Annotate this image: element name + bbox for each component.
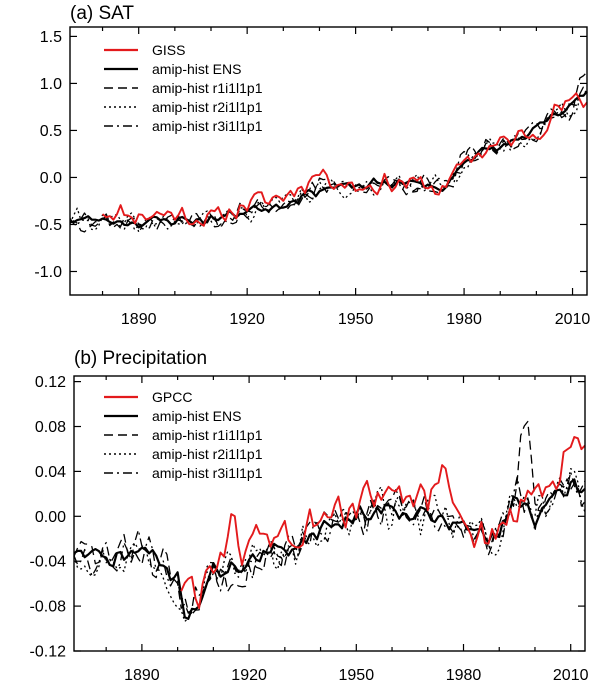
y-tick-label: -0.5 — [34, 217, 62, 234]
panel-precipitation: (b) Precipitation -0.12 -0.08 -0.04 0.00 0.0… — [30, 348, 589, 683]
y-tick-label: 0.0 — [40, 170, 62, 187]
panel-a-y-axis: -1.0 -0.5 0.0 0.5 1.0 1.5 — [34, 29, 587, 281]
y-tick-label: 0.08 — [35, 419, 66, 436]
x-tick-label: 1890 — [121, 311, 157, 328]
y-tick-label: -0.04 — [30, 554, 67, 571]
x-tick-label: 1920 — [229, 311, 265, 328]
legend-label: GISS — [152, 42, 185, 58]
y-tick-label: -0.12 — [30, 644, 67, 661]
panel-a-x-axis: 1890 1920 1950 1980 2010 — [101, 27, 591, 328]
series-line-amip-hist-r3i1l1p1 — [69, 86, 588, 232]
x-tick-label: 1920 — [231, 667, 267, 683]
panel-b-y-axis: -0.12 -0.08 -0.04 0.00 0.04 0.08 0.12 — [30, 374, 585, 661]
legend-label: amip-hist r1i1l1p1 — [152, 80, 263, 96]
y-tick-label: 0.5 — [40, 123, 62, 140]
legend-label: amip-hist r3i1l1p1 — [152, 118, 263, 134]
x-tick-label: 1980 — [446, 311, 482, 328]
y-tick-label: -1.0 — [34, 264, 62, 281]
y-tick-label: 1.0 — [40, 76, 62, 93]
panel-b-x-axis: 1890 1920 1950 1980 2010 — [105, 376, 589, 683]
legend-label: amip-hist ENS — [152, 61, 241, 77]
series-line-amip-hist-r3i1l1p1 — [73, 471, 586, 615]
y-tick-label: 1.5 — [40, 29, 62, 46]
panel-b-title: (b) Precipitation — [74, 348, 207, 369]
panel-b-frame — [73, 375, 586, 652]
legend-label: amip-hist r1i1l1p1 — [152, 427, 263, 443]
x-tick-label: 1890 — [124, 667, 160, 683]
legend-label: GPCC — [152, 389, 192, 405]
x-tick-label: 1950 — [338, 311, 374, 328]
x-tick-label: 1950 — [339, 667, 375, 683]
panel-a-legend: GISS amip-hist ENS amip-hist r1i1l1p1 amip-… — [104, 42, 263, 134]
y-tick-label: 0.12 — [35, 374, 66, 391]
x-tick-label: 1980 — [446, 667, 482, 683]
legend-label: amip-hist r2i1l1p1 — [152, 446, 263, 462]
panel-b-series — [73, 420, 586, 623]
legend-label: amip-hist r2i1l1p1 — [152, 99, 263, 115]
panel-b-legend: GPCC amip-hist ENS amip-hist r1i1l1p1 amip-… — [104, 389, 263, 481]
panel-sat: (a) SAT -1.0 -0.5 0.0 0.5 1.0 1.5 1890 1920 195… — [34, 3, 590, 328]
y-tick-label: -0.08 — [30, 599, 67, 616]
series-line-amip-hist-r2i1l1p1 — [73, 468, 586, 623]
panel-a-title: (a) SAT — [70, 3, 134, 24]
series-line-amip-hist-ens — [73, 478, 586, 621]
panel-a-series — [69, 71, 588, 233]
y-tick-label: 0.00 — [35, 509, 66, 526]
x-tick-label: 2010 — [555, 311, 591, 328]
series-line-gpcc — [180, 436, 586, 610]
legend-label: amip-hist ENS — [152, 408, 241, 424]
panel-a-frame — [69, 26, 588, 296]
legend-label: amip-hist r3i1l1p1 — [152, 465, 263, 481]
x-tick-label: 2010 — [553, 667, 589, 683]
y-tick-label: 0.04 — [35, 464, 66, 481]
series-line-amip-hist-r2i1l1p1 — [69, 89, 588, 233]
series-line-amip-hist-ens — [69, 90, 588, 229]
series-line-amip-hist-r1i1l1p1 — [69, 71, 588, 233]
series-line-giss — [101, 92, 588, 227]
